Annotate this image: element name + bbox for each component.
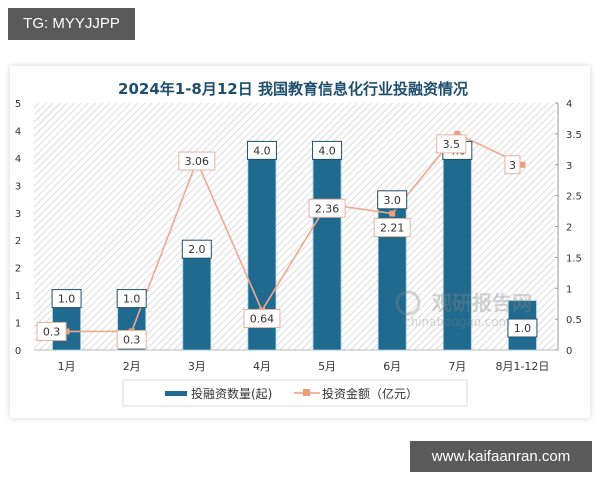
data-label: 0.3 xyxy=(36,321,67,341)
chart-card: 2024年1-8月12日 我国教育信息化行业投融资情况 0 1 1 2 2 3 3 4 4 5 0… xyxy=(10,66,590,418)
svg-text:0.3: 0.3 xyxy=(43,325,61,338)
svg-text:3: 3 xyxy=(15,181,21,192)
svg-text:4.0: 4.0 xyxy=(253,144,271,157)
svg-text:2.0: 2.0 xyxy=(188,243,206,256)
svg-text:5: 5 xyxy=(15,99,21,110)
svg-text:3.5: 3.5 xyxy=(566,130,582,141)
data-labels: 1.01.02.04.04.03.04.01.00.30.33.060.642.… xyxy=(36,134,538,349)
svg-text:4: 4 xyxy=(15,154,21,165)
data-label: 2.0 xyxy=(181,239,212,259)
x-axis-labels: 1月 2月 3月 4月 5月 6月 7月 8月1-12日 xyxy=(58,360,550,373)
svg-text:7月: 7月 xyxy=(448,360,466,373)
legend-bar-label: 投融资数量(起) xyxy=(191,386,272,401)
svg-text:2.5: 2.5 xyxy=(566,192,582,203)
svg-text:1月: 1月 xyxy=(58,360,76,373)
svg-text:6月: 6月 xyxy=(383,360,401,373)
svg-text:1: 1 xyxy=(566,284,572,295)
data-label: 0.3 xyxy=(116,329,147,349)
data-label: 4.0 xyxy=(312,140,343,160)
svg-text:1.0: 1.0 xyxy=(514,322,532,335)
data-label: 0.64 xyxy=(243,308,281,328)
svg-text:5月: 5月 xyxy=(318,360,336,373)
watermark-tag-top: TG: MYYJJPP xyxy=(8,8,135,40)
svg-text:0.5: 0.5 xyxy=(566,315,582,326)
data-label: 3.5 xyxy=(436,134,467,154)
legend: 投融资数量(起) 投资金额（亿元） xyxy=(122,379,468,407)
legend-line-label: 投资金额（亿元） xyxy=(322,386,418,401)
svg-text:0: 0 xyxy=(15,346,21,357)
data-label: 3.0 xyxy=(377,190,408,210)
data-label: 1.0 xyxy=(507,318,538,338)
data-label: 1.0 xyxy=(51,289,82,309)
svg-text:8月1-12日: 8月1-12日 xyxy=(495,360,549,373)
bar xyxy=(312,151,342,351)
svg-text:观研报告网: 观研报告网 xyxy=(432,291,532,315)
svg-text:1.5: 1.5 xyxy=(566,253,582,264)
svg-text:3: 3 xyxy=(509,159,516,172)
svg-text:1.0: 1.0 xyxy=(58,293,76,306)
data-label: 2.36 xyxy=(308,198,346,218)
svg-text:1: 1 xyxy=(15,319,21,330)
legend-bar-swatch xyxy=(165,391,187,396)
svg-text:3月: 3月 xyxy=(188,360,206,373)
svg-text:3.5: 3.5 xyxy=(443,138,461,151)
svg-text:2: 2 xyxy=(15,236,21,247)
data-label: 2.21 xyxy=(373,218,411,238)
data-label: 3.06 xyxy=(178,151,216,171)
svg-text:2.21: 2.21 xyxy=(380,222,405,235)
data-label: 1.0 xyxy=(116,289,147,309)
svg-text:1: 1 xyxy=(15,291,21,302)
svg-text:0: 0 xyxy=(566,346,572,357)
bar xyxy=(442,151,472,351)
svg-text:4: 4 xyxy=(566,99,572,110)
chart: 2024年1-8月12日 我国教育信息化行业投融资情况 0 1 1 2 2 3 3 4 4 5 0… xyxy=(15,80,582,407)
svg-text:4月: 4月 xyxy=(253,360,271,373)
data-label: 3 xyxy=(504,155,521,175)
svg-text:0.64: 0.64 xyxy=(250,312,275,325)
svg-text:2.36: 2.36 xyxy=(315,202,340,215)
svg-text:0.3: 0.3 xyxy=(123,333,141,346)
svg-text:3.0: 3.0 xyxy=(383,194,401,207)
legend-line-marker xyxy=(303,389,310,396)
svg-text:chinabaogao.com: chinabaogao.com xyxy=(404,315,510,329)
svg-text:1.0: 1.0 xyxy=(123,293,141,306)
data-label: 4.0 xyxy=(246,140,277,160)
svg-text:2月: 2月 xyxy=(123,360,141,373)
watermark-tag-bottom: www.kaifaanran.com xyxy=(410,441,592,472)
right-axis: 0 0.5 1 1.5 2 2.5 3 3.5 4 xyxy=(555,99,582,357)
chart-title: 2024年1-8月12日 我国教育信息化行业投融资情况 xyxy=(118,80,468,98)
svg-text:3: 3 xyxy=(15,209,21,220)
svg-text:4.0: 4.0 xyxy=(318,144,336,157)
svg-text:4: 4 xyxy=(15,126,21,137)
svg-text:3.06: 3.06 xyxy=(185,155,210,168)
svg-text:2: 2 xyxy=(566,223,572,234)
source-watermark: 观研报告网 chinabaogao.com xyxy=(395,290,532,329)
svg-text:3: 3 xyxy=(566,161,572,172)
svg-text:2: 2 xyxy=(15,264,21,275)
bar xyxy=(182,250,212,351)
